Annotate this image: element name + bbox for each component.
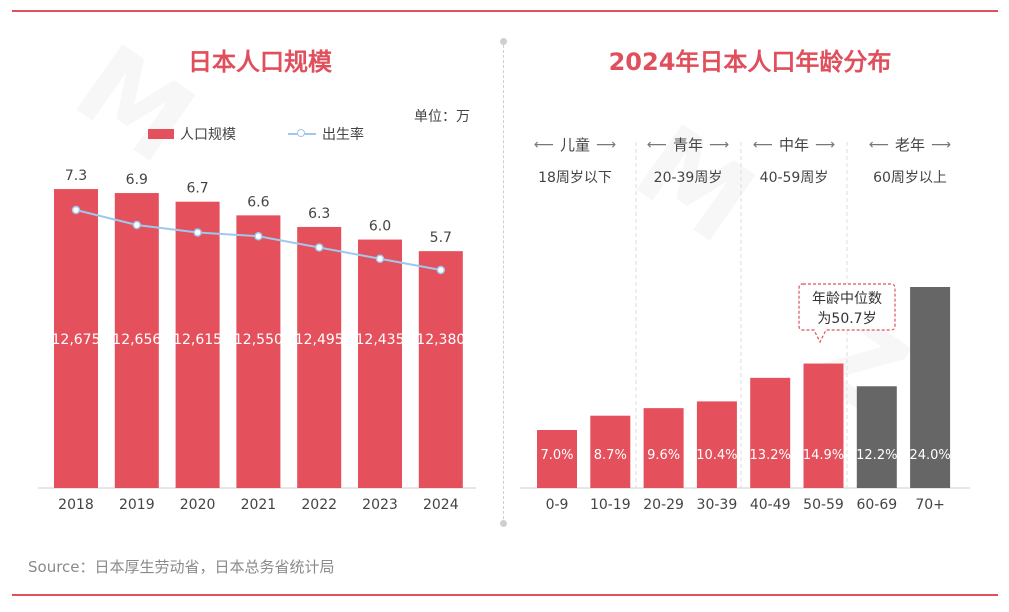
divider-dot-bottom <box>500 520 507 527</box>
birth-rate-point <box>436 265 446 275</box>
age-percent-label: 14.9% <box>803 448 844 463</box>
birth-rate-label: 6.9 <box>126 172 148 188</box>
group-middle: ⟵ 中年 ⟶ 40-59周岁 <box>743 134 845 187</box>
population-bar <box>175 201 220 488</box>
year-tick-label: 2021 <box>241 497 277 513</box>
bottom-border <box>12 594 998 596</box>
population-value-label: 12,495 <box>295 332 344 348</box>
group-elderly-name: 老年 <box>894 136 925 154</box>
right-chart-title: 2024年日本人口年龄分布 <box>608 48 892 76</box>
age-bar <box>643 408 684 488</box>
year-tick-label: 2022 <box>301 497 337 513</box>
legend-bar: 人口规模 <box>148 124 236 144</box>
age-bar <box>590 415 631 488</box>
age-percent-label: 8.7% <box>594 448 627 463</box>
legend-line: 出生率 <box>288 124 364 144</box>
group-elderly-range: 60周岁以上 <box>873 170 947 186</box>
birth-rate-label: 7.3 <box>65 168 87 184</box>
divider-dot-top <box>500 38 507 45</box>
population-value-label: 12,380 <box>416 332 465 348</box>
age-tick-label: 30-39 <box>697 497 738 513</box>
age-tick-label: 50-59 <box>803 497 844 513</box>
group-youth: ⟵ 青年 ⟶ 20-39周岁 <box>636 134 740 187</box>
age-percent-label: 10.4% <box>696 448 737 463</box>
year-tick-label: 2024 <box>423 497 459 513</box>
population-value-label: 12,615 <box>173 332 222 348</box>
population-bar <box>114 193 159 489</box>
age-tick-label: 70+ <box>915 497 945 513</box>
age-tick-label: 10-19 <box>590 497 631 513</box>
birth-rate-label: 6.7 <box>186 181 208 197</box>
group-middle-range: 40-59周岁 <box>759 170 829 186</box>
legend-line-marker <box>288 128 316 140</box>
population-bar <box>297 226 342 488</box>
birth-rate-point <box>314 243 324 252</box>
group-children-name: 儿童 <box>559 136 590 154</box>
population-bar <box>54 189 98 489</box>
unit-label: 单位：万 <box>414 109 470 125</box>
age-tick-label: 60-69 <box>856 497 897 513</box>
year-tick-label: 2019 <box>119 497 155 513</box>
birth-rate-point <box>71 205 81 215</box>
age-percent-label: 24.0% <box>909 448 950 463</box>
age-percent-label: 12.2% <box>856 448 897 463</box>
group-youth-name: 青年 <box>672 136 703 154</box>
birth-rate-label: 5.7 <box>430 230 452 246</box>
age-percent-label: 9.6% <box>647 448 680 463</box>
source-note: Source：日本厚生劳动省，日本总务省统计局 <box>28 558 335 576</box>
panel-divider <box>503 40 504 524</box>
birth-rate-point <box>193 228 202 237</box>
group-middle-name: 中年 <box>778 136 809 154</box>
age-bar <box>803 363 844 488</box>
birth-rate-point <box>375 254 385 263</box>
year-tick-label: 2018 <box>58 497 94 513</box>
group-youth-range: 20-39周岁 <box>653 170 723 186</box>
population-value-label: 12,435 <box>356 332 405 348</box>
age-percent-label: 7.0% <box>540 448 573 463</box>
birth-rate-point <box>132 220 142 230</box>
population-value-label: 12,550 <box>234 332 283 348</box>
group-children: ⟵ 儿童 ⟶ 18周岁以下 <box>516 134 634 187</box>
population-value-label: 12,656 <box>112 332 161 348</box>
age-percent-label: 13.2% <box>750 448 791 463</box>
annotation-box <box>798 283 896 344</box>
age-tick-label: 40-49 <box>750 497 791 513</box>
group-elderly: ⟵ 老年 ⟶ 60周岁以上 <box>848 134 972 187</box>
age-bar <box>856 386 897 488</box>
annotation-line1: 年龄中位数 <box>812 291 882 307</box>
age-bar <box>696 401 737 488</box>
population-bar <box>236 215 281 489</box>
birth-rate-label: 6.3 <box>308 206 330 222</box>
age-tick-label: 0-9 <box>546 497 569 513</box>
age-tick-label: 20-29 <box>643 497 684 513</box>
birth-rate-label: 6.6 <box>247 194 269 210</box>
birth-rate-label: 6.0 <box>369 219 391 235</box>
age-bar <box>910 287 951 488</box>
legend-line-label: 出生率 <box>322 127 364 143</box>
age-bar <box>537 430 577 488</box>
group-children-range: 18周岁以下 <box>538 170 612 186</box>
birth-rate-point <box>254 232 263 241</box>
year-tick-label: 2020 <box>180 497 216 513</box>
legend-bar-label: 人口规模 <box>180 127 236 143</box>
annotation-line2: 为50.7岁 <box>817 311 876 327</box>
age-bar <box>750 377 791 488</box>
age-distribution-chart: 7.0% 0-9 8.7% 10-19 9.6% 20-29 10.4% 30-39 13.2%… <box>520 142 970 513</box>
legend-bar-swatch <box>148 129 174 139</box>
population-bar <box>418 251 463 488</box>
top-border <box>12 10 998 12</box>
left-chart-title: 日本人口规模 <box>188 48 332 76</box>
year-tick-label: 2023 <box>362 497 398 513</box>
population-value-label: 12,675 <box>52 332 101 348</box>
population-bar <box>358 239 402 488</box>
population-chart: 12,675 7.3 2018 12,656 6.9 2019 12,615 6.7 2020 1… <box>38 168 476 513</box>
